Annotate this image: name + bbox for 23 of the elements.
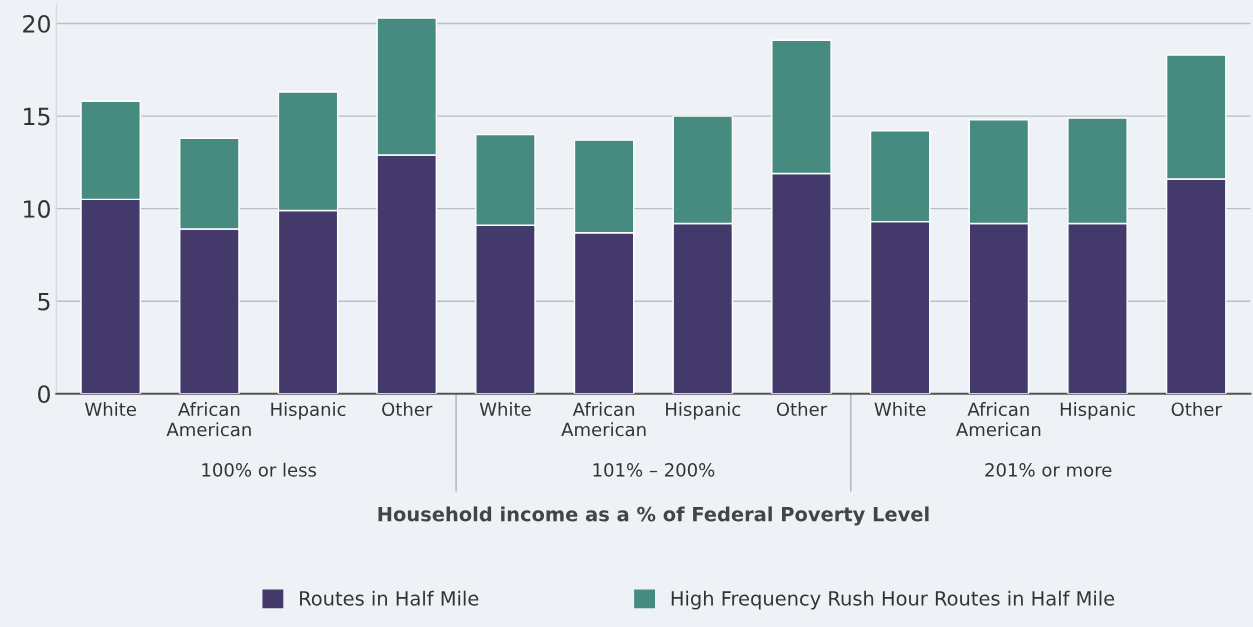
x-tick-label: African American: [956, 402, 1041, 437]
x-tick-label: White: [874, 402, 926, 417]
y-tick-label: 10: [24, 200, 50, 218]
x-axis-title: Household income as a % of Federal Poverty Level: [378, 506, 929, 526]
x-tick-label: Hispanic: [1060, 402, 1135, 420]
text: 201% or more: [985, 463, 1112, 477]
x-tick-label: Hispanic: [666, 402, 741, 420]
x-tick-label: White: [479, 402, 531, 417]
y-tick-label: 15: [24, 107, 50, 126]
x-tick-label: African American: [561, 402, 646, 437]
text: 101% – 200%: [593, 463, 715, 477]
x-tick-label: Other: [382, 402, 433, 417]
x-tick-label: White: [85, 402, 136, 417]
x-tick-label: Other: [776, 402, 828, 417]
text: 100% or less: [202, 462, 317, 477]
y-tick-label: 5: [38, 292, 50, 311]
x-tick-label: Hispanic: [271, 402, 346, 420]
legend-label: Routes in Half Mile: [300, 590, 479, 606]
y-tick-label: 20: [23, 14, 50, 33]
x-tick-label: Other: [1171, 402, 1222, 417]
x-tick-label: African American: [166, 402, 251, 437]
legend-label: High Frequency Rush Hour Routes in Half Mile: [671, 590, 1115, 610]
y-tick-label: 0: [38, 385, 50, 404]
